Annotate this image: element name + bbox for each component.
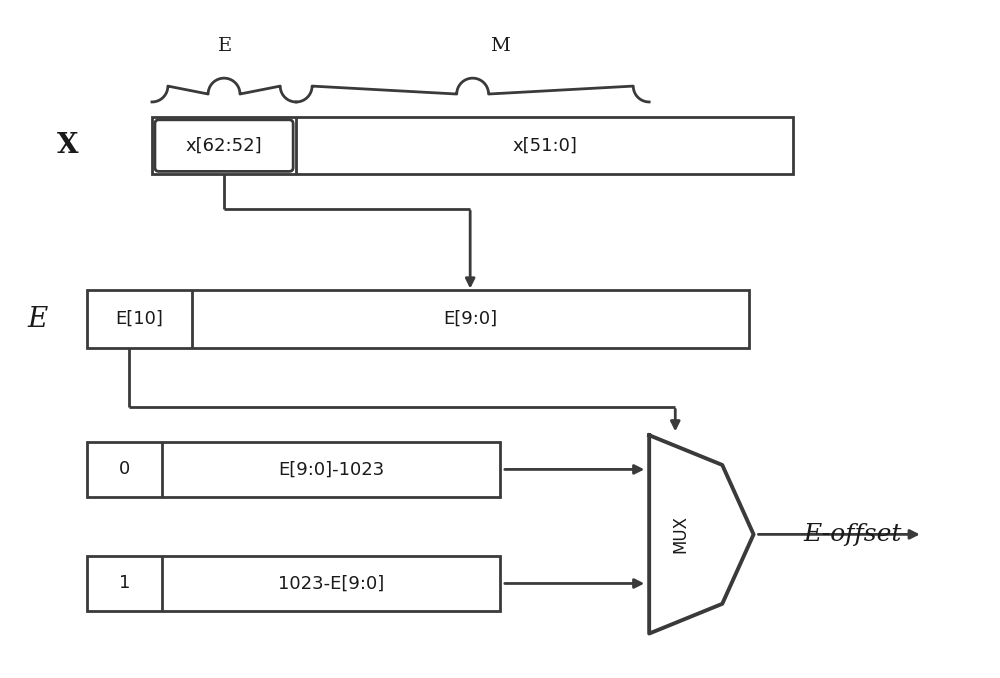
- Text: E[9:0]-1023: E[9:0]-1023: [278, 460, 384, 479]
- Polygon shape: [649, 435, 754, 633]
- Text: X: X: [57, 132, 78, 159]
- Text: x[62:52]: x[62:52]: [186, 136, 262, 155]
- Text: x[51:0]: x[51:0]: [512, 136, 577, 155]
- Text: E[10]: E[10]: [116, 310, 163, 328]
- Bar: [87, 442, 500, 497]
- FancyBboxPatch shape: [155, 120, 293, 172]
- Text: E[9:0]: E[9:0]: [443, 310, 497, 328]
- Bar: [87, 556, 500, 611]
- Text: 1023-E[9:0]: 1023-E[9:0]: [278, 574, 384, 593]
- Text: 0: 0: [119, 460, 130, 479]
- Text: E: E: [217, 37, 232, 56]
- Bar: [152, 117, 793, 174]
- Bar: [87, 290, 749, 348]
- Text: M: M: [490, 37, 510, 56]
- Text: 1: 1: [119, 574, 130, 593]
- Text: E: E: [27, 306, 48, 333]
- Text: E-offset: E-offset: [803, 523, 902, 546]
- Text: MUX: MUX: [671, 515, 689, 553]
